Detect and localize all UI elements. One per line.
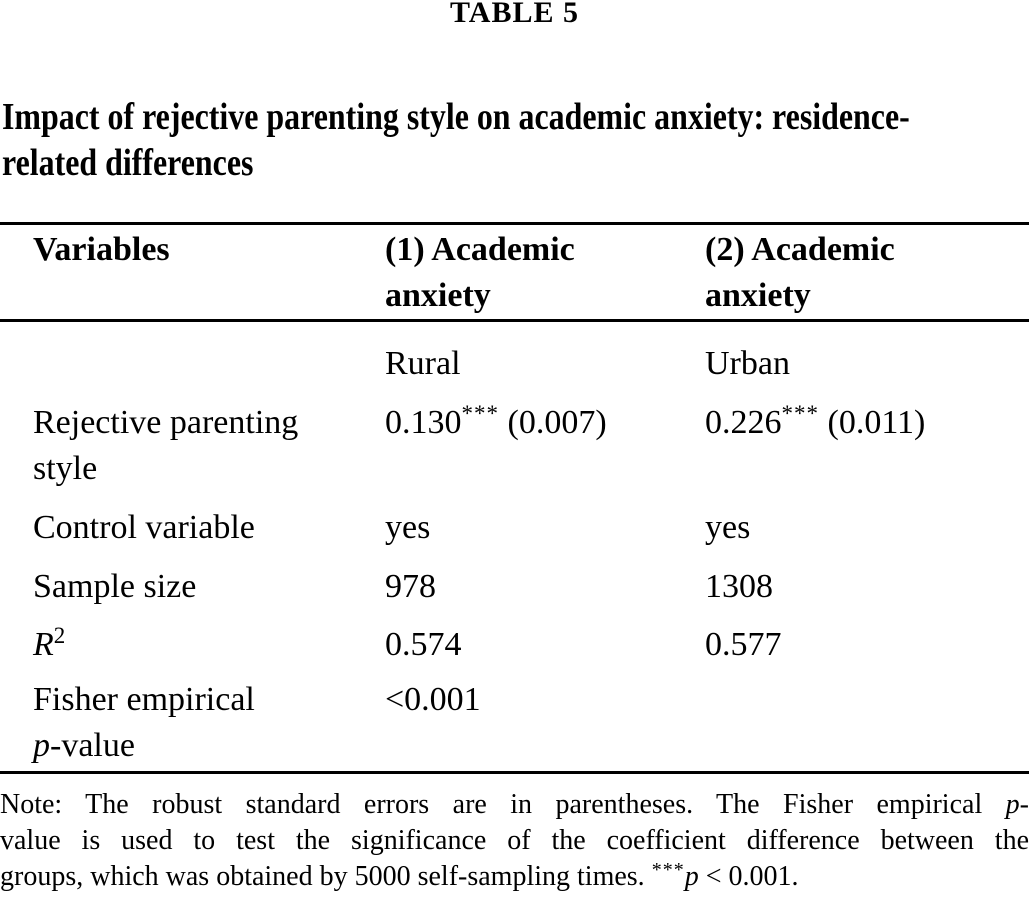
results-table: Variables (1) Academic anxiety (2) Acade…	[0, 222, 1029, 774]
significance-stars: ***	[781, 400, 819, 426]
note-significance-stars: ***	[651, 859, 685, 881]
fisher-label-line-2: p-value	[33, 723, 385, 769]
rejective-urban-value: 0.226*** (0.011)	[705, 400, 1029, 505]
rejective-rural-value: 0.130*** (0.007)	[385, 400, 705, 505]
sample-rural-value: 978	[385, 567, 436, 605]
r-squared-label: R2	[0, 622, 385, 677]
note-line-1-text: Note: The robust standard errors are in …	[0, 789, 1006, 820]
fisher-rural-value: <0.001	[385, 680, 481, 718]
rejective-parenting-label-line-1: Rejective parenting	[33, 403, 299, 441]
header-model-1-line-1: (1) Academic	[385, 231, 575, 268]
note-threshold-text: < 0.001.	[698, 861, 799, 892]
table-title-line-1: Impact of rejective parenting style on a…	[2, 96, 910, 138]
fisher-value-suffix: -value	[50, 726, 135, 764]
rejective-urban-se: (0.011)	[819, 403, 926, 441]
rejective-rural-se: (0.007)	[499, 403, 607, 441]
rejective-rural-coef: 0.130	[385, 403, 462, 441]
note-line-3: groups, which was obtained by 5000 self-…	[0, 859, 1029, 895]
group-row-empty-cell	[0, 321, 385, 400]
sample-size-label: Sample size	[33, 567, 197, 605]
r-squared-urban-value: 0.577	[705, 625, 782, 663]
table-note: Note: The robust standard errors are in …	[0, 787, 1029, 895]
fisher-p-italic: p	[33, 726, 50, 764]
note-p-italic-2: p	[684, 861, 699, 892]
header-model-2-line-1: (2) Academic	[705, 231, 895, 268]
r-squared-exponent: 2	[53, 622, 67, 648]
note-line-3-text: groups, which was obtained by 5000 self-…	[0, 861, 652, 892]
note-line-2: value is used to test the significance o…	[0, 825, 1029, 856]
fisher-urban-value	[705, 677, 1029, 773]
group-rural-label: Rural	[385, 345, 461, 382]
r-squared-row: R2 0.574 0.577	[0, 622, 1029, 677]
fisher-label-line-1: Fisher empirical	[33, 680, 255, 718]
rejective-parenting-label: Rejective parenting style	[0, 400, 385, 505]
note-p-italic: p	[1005, 789, 1020, 820]
header-model-2-line-2: anxiety	[705, 277, 811, 314]
rejective-parenting-label-line-2: style	[33, 449, 98, 487]
control-variable-label: Control variable	[33, 508, 255, 546]
fisher-p-value-row: Fisher empirical p-value <0.001	[0, 677, 1029, 773]
sample-size-row: Sample size 978 1308	[0, 564, 1029, 622]
table-number-label: TABLE 5	[450, 0, 579, 29]
r-squared-base: R	[33, 625, 54, 663]
header-variables-label: Variables	[33, 231, 170, 268]
header-model-1: (1) Academic anxiety	[385, 224, 705, 321]
control-rural-value: yes	[385, 508, 431, 546]
header-variables: Variables	[0, 224, 385, 321]
note-line-1-hyphen: -	[1019, 789, 1029, 820]
r-squared-rural-value: 0.574	[385, 625, 462, 663]
fisher-p-value-label: Fisher empirical p-value	[0, 677, 385, 773]
header-row: Variables (1) Academic anxiety (2) Acade…	[0, 224, 1029, 321]
group-row: Rural Urban	[0, 321, 1029, 400]
table-title-line-2: related differences	[2, 142, 254, 184]
control-variable-row: Control variable yes yes	[0, 505, 1029, 564]
control-urban-value: yes	[705, 508, 751, 546]
sample-urban-value: 1308	[705, 567, 773, 605]
header-model-2: (2) Academic anxiety	[705, 224, 1029, 321]
rejective-parenting-row: Rejective parenting style 0.130*** (0.00…	[0, 400, 1029, 505]
note-line-1: Note: The robust standard errors are in …	[0, 787, 1029, 823]
rejective-urban-coef: 0.226	[705, 403, 782, 441]
header-model-1-line-2: anxiety	[385, 277, 491, 314]
table-title: Impact of rejective parenting style on a…	[2, 94, 1029, 186]
group-urban-label: Urban	[705, 345, 790, 382]
significance-stars: ***	[461, 400, 499, 426]
